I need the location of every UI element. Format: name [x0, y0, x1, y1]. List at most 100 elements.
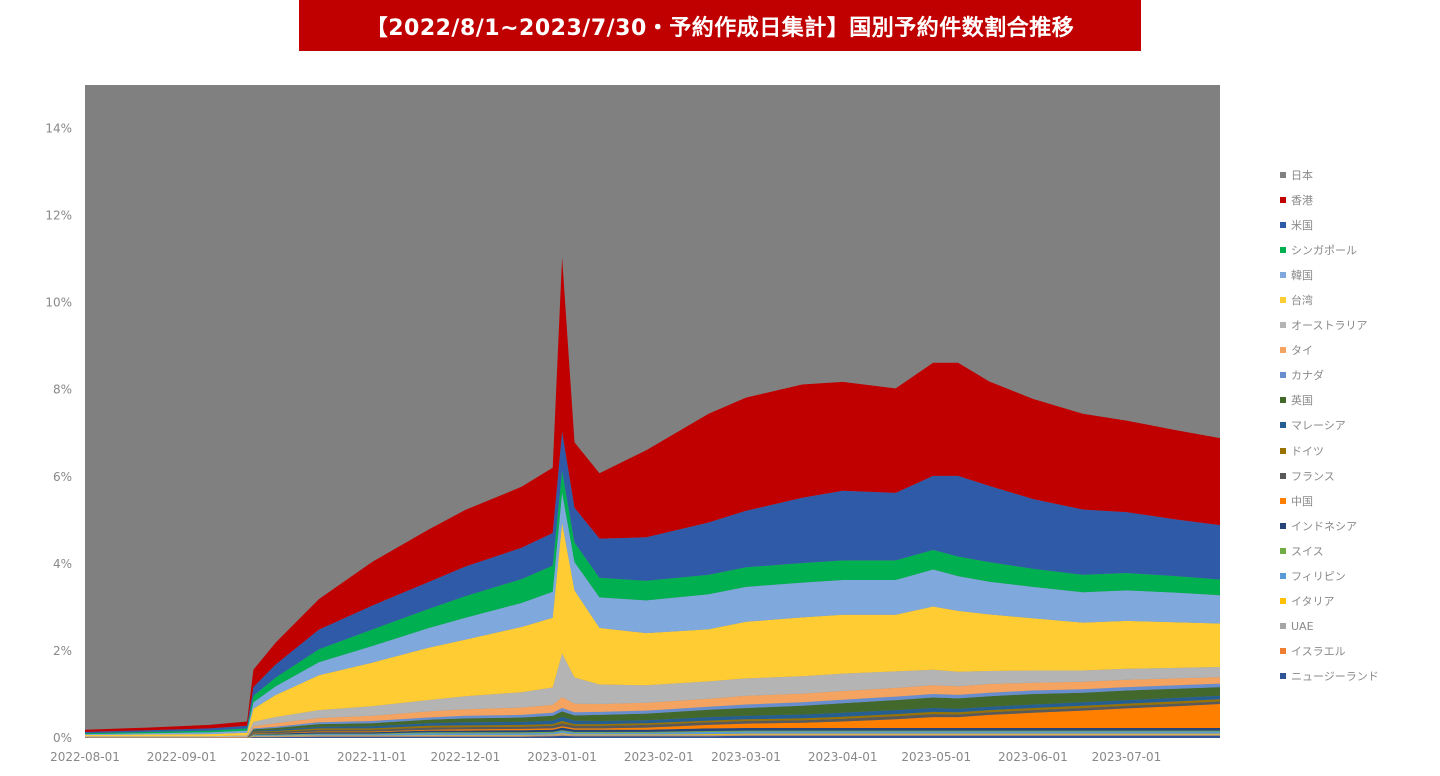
- legend-item: スイス: [1280, 538, 1430, 563]
- legend-swatch: [1280, 397, 1286, 404]
- x-tick-label: 2023-03-01: [711, 750, 781, 764]
- area-インドネシア: [85, 727, 1220, 738]
- x-tick-label: 2023-04-01: [808, 750, 878, 764]
- x-tick-label: 2022-11-01: [337, 750, 407, 764]
- area-カナダ: [85, 683, 1220, 738]
- area-英国: [85, 687, 1220, 738]
- area-UAE: [85, 734, 1220, 738]
- legend-label: 英国: [1291, 394, 1313, 408]
- area-イスラエル: [85, 735, 1220, 738]
- y-tick-label: 0%: [53, 731, 72, 745]
- x-tick-label: 2023-02-01: [624, 750, 694, 764]
- legend-swatch: [1280, 246, 1286, 253]
- legend-item: イタリア: [1280, 589, 1430, 614]
- legend-item: タイ: [1280, 338, 1430, 363]
- x-tick-label: 2023-06-01: [998, 750, 1068, 764]
- legend-label: 米国: [1291, 218, 1313, 232]
- area-イタリア: [85, 733, 1220, 738]
- legend-item: 日本: [1280, 162, 1430, 187]
- legend-label: ドイツ: [1291, 444, 1324, 458]
- legend-item: UAE: [1280, 614, 1430, 639]
- legend-swatch: [1280, 472, 1286, 479]
- legend-label: フランス: [1291, 469, 1335, 483]
- legend-label: カナダ: [1291, 369, 1324, 383]
- legend-swatch: [1280, 497, 1286, 504]
- legend-item: 中国: [1280, 488, 1430, 513]
- legend-label: 台湾: [1291, 294, 1313, 308]
- legend-swatch: [1280, 171, 1286, 178]
- legend-label: イスラエル: [1291, 645, 1346, 659]
- y-tick-label: 14%: [45, 122, 72, 136]
- area-香港: [85, 257, 1220, 732]
- legend-label: タイ: [1291, 344, 1313, 358]
- legend-label: ニュージーランド: [1291, 670, 1379, 684]
- legend-swatch: [1280, 547, 1286, 554]
- y-tick-label: 6%: [53, 470, 72, 484]
- y-tick-label: 10%: [45, 296, 72, 310]
- area-韓国: [85, 492, 1220, 735]
- legend-swatch: [1280, 221, 1286, 228]
- x-tick-label: 2023-05-01: [901, 750, 971, 764]
- y-axis-ticks: 0% 2% 4% 6% 8% 10% 12% 14%: [45, 122, 72, 745]
- legend-label: マレーシア: [1291, 419, 1346, 433]
- legend-item: シンガポール: [1280, 237, 1430, 262]
- legend: 日本香港米国シンガポール 韓国台湾オーストラリア タイカナダ英国マレーシアドイツフラ…: [1280, 162, 1430, 689]
- area-台湾: [85, 522, 1220, 737]
- area-米国: [85, 431, 1220, 734]
- legend-label: 中国: [1291, 494, 1313, 508]
- legend-swatch: [1280, 372, 1286, 379]
- legend-label: シンガポール: [1291, 243, 1357, 257]
- x-tick-label: 2022-08-01: [50, 750, 120, 764]
- y-tick-label: 4%: [53, 557, 72, 571]
- legend-swatch: [1280, 196, 1286, 203]
- legend-item: 米国: [1280, 212, 1430, 237]
- legend-item: 香港: [1280, 187, 1430, 212]
- legend-item: フィリピン: [1280, 564, 1430, 589]
- legend-swatch: [1280, 447, 1286, 454]
- x-tick-label: 2022-12-01: [431, 750, 501, 764]
- y-tick-label: 8%: [53, 383, 72, 397]
- area-マレーシア: [85, 695, 1220, 738]
- legend-item: フランス: [1280, 463, 1430, 488]
- legend-swatch: [1280, 648, 1286, 655]
- legend-swatch: [1280, 322, 1286, 329]
- legend-label: 韓国: [1291, 268, 1313, 282]
- x-tick-label: 2023-01-01: [527, 750, 597, 764]
- legend-label: UAE: [1291, 619, 1314, 633]
- area-フィリピン: [85, 731, 1220, 738]
- legend-label: 日本: [1291, 168, 1313, 182]
- legend-item: 韓国: [1280, 262, 1430, 287]
- area-オーストラリア: [85, 653, 1220, 738]
- legend-label: スイス: [1291, 544, 1324, 558]
- legend-swatch: [1280, 422, 1286, 429]
- area-中国: [85, 704, 1220, 738]
- legend-swatch: [1280, 271, 1286, 278]
- legend-item: 英国: [1280, 388, 1430, 413]
- x-axis-ticks: 2022-08-01 2022-09-01 2022-10-01 2022-11-01…: [50, 750, 1161, 764]
- x-tick-label: 2022-09-01: [147, 750, 217, 764]
- legend-swatch: [1280, 522, 1286, 529]
- legend-swatch: [1280, 297, 1286, 304]
- legend-item: オーストラリア: [1280, 313, 1430, 338]
- legend-label: イタリア: [1291, 595, 1335, 609]
- legend-swatch: [1280, 673, 1286, 680]
- legend-label: フィリピン: [1291, 570, 1346, 584]
- legend-swatch: [1280, 573, 1286, 580]
- y-tick-label: 2%: [53, 644, 72, 658]
- legend-swatch: [1280, 623, 1286, 630]
- legend-label: 香港: [1291, 193, 1313, 207]
- legend-item: ニュージーランド: [1280, 664, 1430, 689]
- area-タイ: [85, 677, 1220, 738]
- chart-title: 【2022/8/1~2023/7/30・予約作成日集計】国別予約件数割合推移: [299, 0, 1141, 51]
- legend-item: イスラエル: [1280, 639, 1430, 664]
- series-areas: [85, 257, 1220, 738]
- legend-label: オーストラリア: [1291, 319, 1368, 333]
- x-tick-label: 2023-07-01: [1092, 750, 1162, 764]
- legend-item: ドイツ: [1280, 438, 1430, 463]
- area-スイス: [85, 730, 1220, 738]
- legend-swatch: [1280, 347, 1286, 354]
- legend-item: 台湾: [1280, 287, 1430, 312]
- x-tick-label: 2022-10-01: [240, 750, 310, 764]
- legend-item: マレーシア: [1280, 413, 1430, 438]
